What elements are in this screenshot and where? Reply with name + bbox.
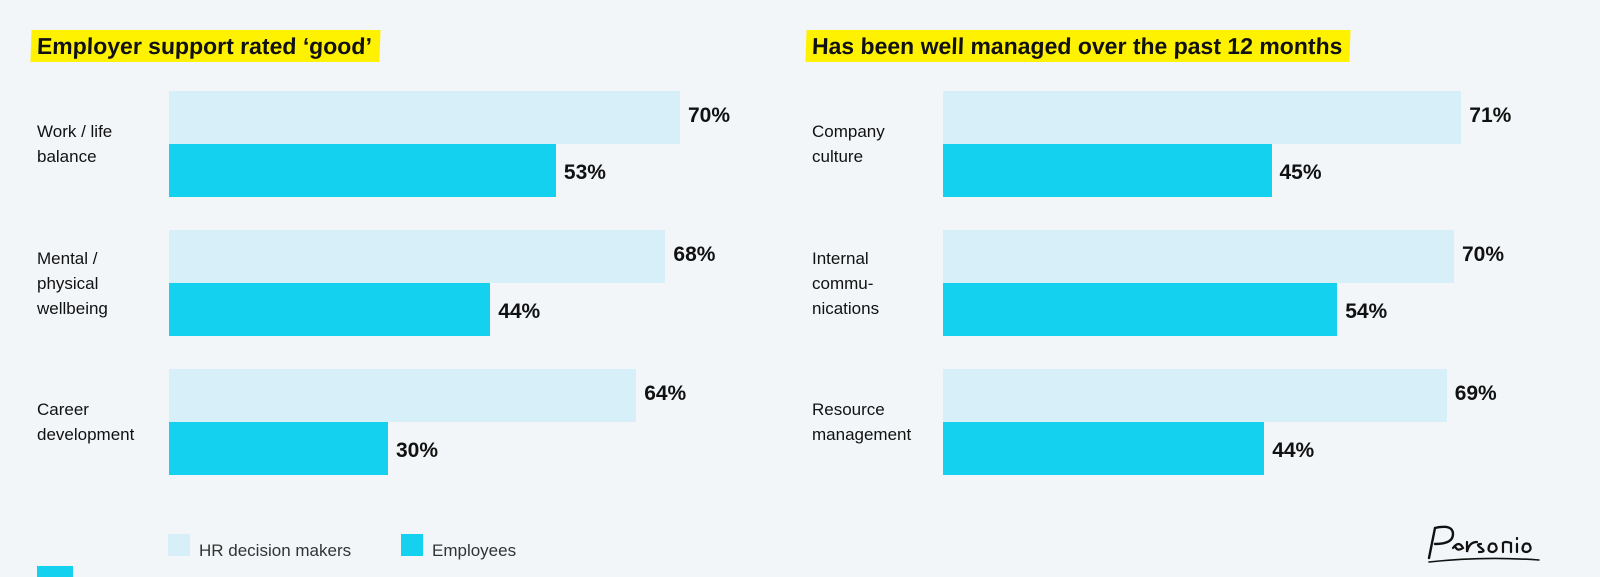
value-label: 45% — [1279, 161, 1322, 184]
category-label: Work / life balance — [37, 122, 113, 166]
bar-employees — [169, 144, 556, 197]
value-label: 64% — [644, 382, 687, 405]
value-label: 70% — [688, 104, 731, 127]
bar-employees — [169, 422, 388, 475]
legend-label-employees: Employees — [432, 541, 517, 560]
bar-hr-decision-makers — [943, 91, 1462, 144]
bar-hr-decision-makers — [169, 369, 637, 422]
value-label: 53% — [563, 161, 606, 184]
chart-title: Employer support rated ‘good’ — [30, 30, 381, 62]
personio-logo-icon — [1427, 525, 1540, 563]
category-label: Career development — [37, 400, 135, 444]
decorative-mark — [37, 566, 73, 577]
bar-employees — [169, 283, 491, 336]
category-label: Mental / physical wellbeing — [37, 248, 108, 318]
value-label: 44% — [498, 300, 541, 323]
value-label: 54% — [1345, 300, 1388, 323]
value-label: 70% — [1462, 243, 1505, 266]
category-label: Internal commu- nications — [812, 248, 880, 318]
bar-hr-decision-makers — [169, 230, 666, 283]
bar-employees — [943, 144, 1272, 197]
bar-hr-decision-makers — [943, 369, 1447, 422]
bar-employees — [943, 422, 1265, 475]
bar-hr-decision-makers — [169, 91, 680, 144]
legend-label-hr: HR decision makers — [199, 541, 352, 560]
bar-employees — [943, 283, 1338, 336]
value-label: 68% — [673, 243, 716, 266]
value-label: 71% — [1469, 104, 1512, 127]
value-label: 30% — [396, 439, 439, 462]
value-label: 69% — [1454, 382, 1497, 405]
chart-title: Has been well managed over the past 12 m… — [805, 30, 1351, 62]
legend-swatch-employees — [401, 534, 423, 556]
category-label: Resource management — [812, 400, 912, 444]
value-label: 44% — [1272, 439, 1315, 462]
bar-hr-decision-makers — [943, 230, 1454, 283]
legend-swatch-hr — [168, 534, 190, 556]
category-label: Company culture — [812, 122, 885, 166]
